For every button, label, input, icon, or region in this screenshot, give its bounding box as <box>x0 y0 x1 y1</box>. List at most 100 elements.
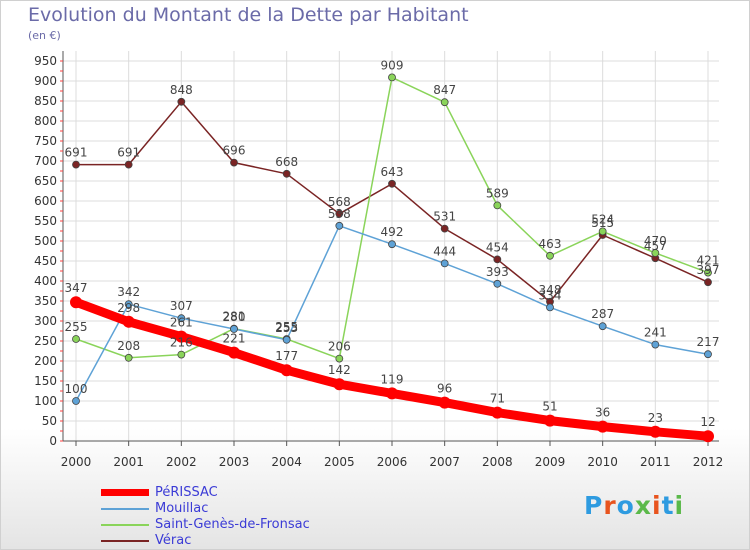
data-label: 470 <box>644 234 667 248</box>
data-label: 221 <box>223 332 246 346</box>
data-label: 492 <box>381 225 404 239</box>
data-point <box>702 430 714 443</box>
data-point <box>280 364 293 377</box>
x-tick-label: 2005 <box>324 455 355 469</box>
legend-label-mouillac: Mouillac <box>155 501 209 516</box>
chart-title: Evolution du Montant de la Dette par Hab… <box>28 4 469 26</box>
data-label: 177 <box>275 349 298 363</box>
axes: 0 50 100 150 200 250 300 350 400 450 500 550 600 650 7… <box>34 51 723 469</box>
x-tick-label: 2004 <box>271 455 302 469</box>
legend-swatch-perissac <box>101 489 149 496</box>
data-point <box>649 425 662 438</box>
y-tick-label: 700 <box>34 154 57 168</box>
y-tick-label: 750 <box>34 134 57 148</box>
data-label: 589 <box>486 186 509 200</box>
data-point <box>124 353 133 362</box>
y-tick-label: 900 <box>34 74 57 88</box>
data-label: 691 <box>65 146 88 160</box>
data-label: 255 <box>65 320 88 334</box>
y-tick-label: 350 <box>34 294 57 308</box>
y-tick-label: 50 <box>42 414 57 428</box>
data-label: 347 <box>65 281 88 295</box>
data-label: 463 <box>539 237 562 251</box>
data-point <box>546 303 554 312</box>
data-point <box>440 259 449 268</box>
y-tick-label: 850 <box>34 94 57 108</box>
data-label: 454 <box>486 240 509 254</box>
x-tick-label: 2003 <box>219 455 250 469</box>
data-point <box>546 251 554 260</box>
data-label: 71 <box>490 392 505 406</box>
data-point <box>440 98 449 107</box>
data-point <box>282 335 291 344</box>
data-point <box>388 240 396 249</box>
x-tick-label: 2008 <box>482 455 513 469</box>
data-label: 298 <box>117 301 140 315</box>
data-point <box>70 296 82 309</box>
y-tick-label: 200 <box>34 354 57 368</box>
logo-letter: t <box>661 491 675 520</box>
data-label: 909 <box>381 58 404 72</box>
data-point <box>386 387 398 400</box>
data-point <box>72 397 80 405</box>
data-point <box>175 330 188 343</box>
y-tick-label: 300 <box>34 314 57 328</box>
data-label: 421 <box>697 254 720 268</box>
chart-subtitle: (en €) <box>28 29 61 42</box>
data-point <box>335 209 344 218</box>
data-point <box>491 406 504 419</box>
data-label: 307 <box>170 299 193 313</box>
data-label: 142 <box>328 363 351 377</box>
data-point <box>704 268 712 277</box>
data-label: 12 <box>700 415 715 429</box>
data-label: 342 <box>117 285 140 299</box>
data-point <box>72 335 80 343</box>
data-point <box>438 396 451 409</box>
y-tick-label: 100 <box>34 394 57 408</box>
data-point <box>177 350 186 359</box>
data-point <box>388 179 396 188</box>
data-point <box>651 249 660 257</box>
x-tick-label: 2002 <box>166 455 197 469</box>
data-label: 397 <box>697 263 720 277</box>
data-label: 208 <box>117 339 140 353</box>
data-point <box>124 300 133 309</box>
data-point <box>333 378 346 391</box>
data-label: 287 <box>591 307 614 321</box>
data-point <box>596 420 609 433</box>
data-label: 691 <box>117 146 140 160</box>
data-label: 253 <box>275 321 298 335</box>
data-label: 23 <box>648 411 663 425</box>
x-tick-label: 2000 <box>61 455 92 469</box>
data-point <box>388 73 396 82</box>
data-point <box>598 322 607 331</box>
data-label: 334 <box>539 288 562 302</box>
data-point <box>493 279 502 288</box>
data-label: 261 <box>170 316 193 330</box>
logo-letter: r <box>603 491 617 520</box>
y-tick-label: 400 <box>34 274 57 288</box>
data-label: 241 <box>644 326 667 340</box>
y-tick-label: 250 <box>34 334 57 348</box>
data-label: 643 <box>381 165 404 179</box>
data-label: 51 <box>542 400 557 414</box>
data-point <box>124 160 133 169</box>
data-point <box>335 354 344 363</box>
x-tick-label: 2006 <box>377 455 408 469</box>
data-point <box>704 278 712 287</box>
data-label: 216 <box>170 336 193 350</box>
x-tick-label: 2010 <box>587 455 618 469</box>
logo-letter: i <box>652 491 662 520</box>
data-label: 393 <box>486 265 509 279</box>
data-point <box>598 227 607 236</box>
legend-label-saint-genes: Saint-Genès-de-Fronsac <box>155 517 310 532</box>
data-point <box>440 224 449 233</box>
y-tick-label: 0 <box>49 434 57 448</box>
data-label: 668 <box>275 155 298 169</box>
data-label: 696 <box>223 144 246 158</box>
data-label: 515 <box>591 216 614 230</box>
series-points <box>70 73 714 443</box>
data-point <box>72 160 80 169</box>
